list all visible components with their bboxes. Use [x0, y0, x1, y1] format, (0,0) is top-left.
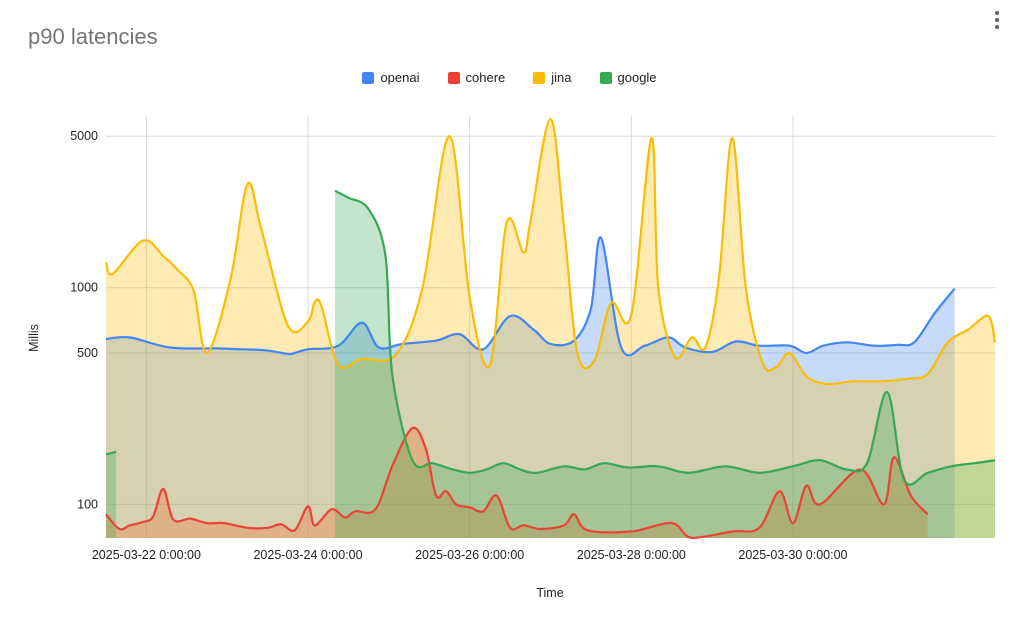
x-axis-label: Time	[536, 586, 563, 600]
x-tick-label: 2025-03-22 0:00:00	[92, 548, 201, 562]
dot	[995, 25, 999, 29]
more-options-icon[interactable]	[990, 8, 1004, 32]
x-axis-ticks: 2025-03-22 0:00:00 2025-03-24 0:00:00 2025…	[92, 548, 848, 562]
legend: openai cohere jina google	[0, 70, 1019, 85]
legend-label-jina: jina	[551, 70, 572, 85]
x-tick-label: 2025-03-26 0:00:00	[415, 548, 524, 562]
y-axis-label: Millis	[27, 324, 41, 352]
y-tick-label: 500	[77, 346, 98, 360]
legend-label-cohere: cohere	[465, 70, 506, 85]
x-tick-label: 2025-03-30 0:00:00	[738, 548, 847, 562]
legend-swatch-cohere	[447, 71, 460, 84]
y-tick-label: 100	[77, 497, 98, 511]
line-openai	[105, 236, 956, 357]
y-tick-label: 5000	[70, 129, 98, 143]
y-axis-ticks: 100 500 1000 5000	[70, 129, 98, 511]
dot	[995, 11, 999, 15]
line-jina	[104, 117, 997, 386]
legend-item-openai[interactable]: openai	[362, 70, 420, 85]
legend-label-openai: openai	[380, 70, 420, 85]
line-cohere	[105, 426, 929, 540]
dot	[995, 18, 999, 22]
line-google	[105, 450, 117, 456]
area-openai	[106, 237, 955, 538]
legend-swatch-jina	[533, 71, 546, 84]
legend-item-jina[interactable]: jina	[533, 70, 572, 85]
x-tick-label: 2025-03-28 0:00:00	[577, 548, 686, 562]
legend-item-google[interactable]: google	[599, 70, 657, 85]
legend-swatch-openai	[362, 71, 375, 84]
y-tick-label: 1000	[70, 281, 98, 295]
area-jina	[106, 119, 995, 538]
x-tick-label: 2025-03-24 0:00:00	[253, 548, 362, 562]
series-areas	[106, 119, 995, 539]
chart-title: p90 latencies	[28, 24, 158, 49]
series-lines	[104, 117, 997, 540]
gridlines	[106, 116, 995, 538]
line-google	[334, 189, 996, 486]
legend-swatch-google	[599, 71, 612, 84]
legend-item-cohere[interactable]: cohere	[447, 70, 506, 85]
area-cohere	[106, 427, 928, 538]
legend-label-google: google	[617, 70, 657, 85]
